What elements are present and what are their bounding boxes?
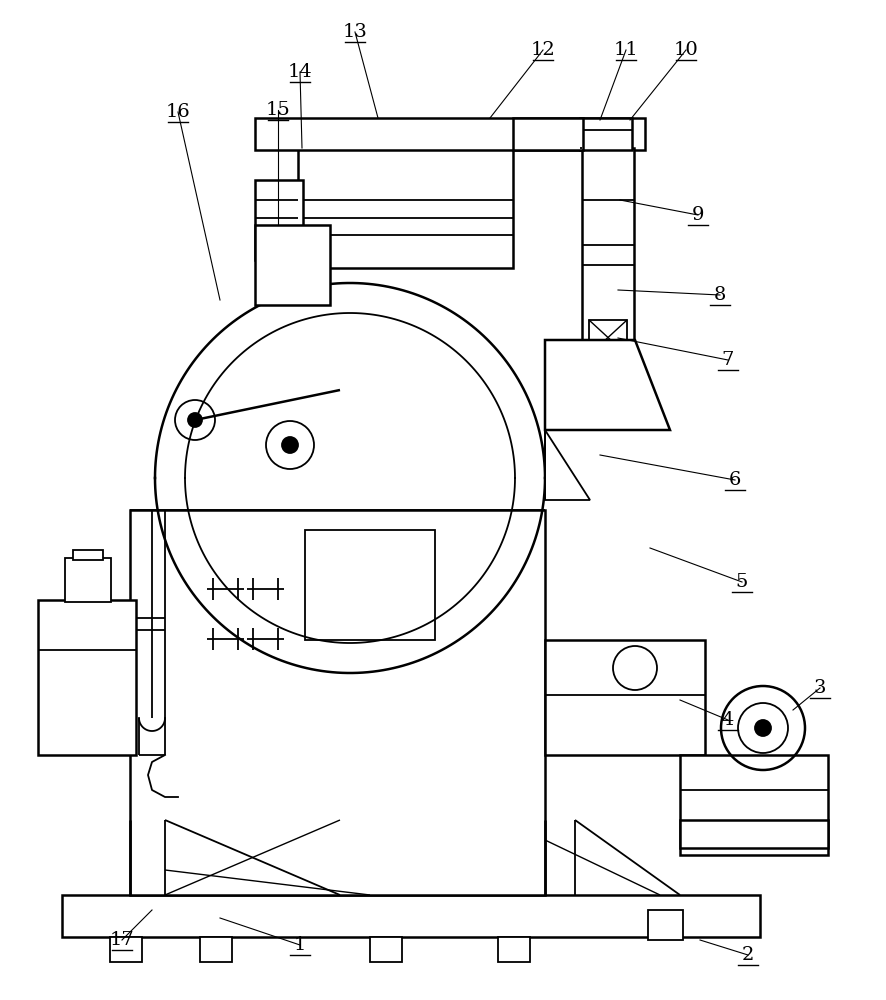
Bar xyxy=(254,180,303,260)
Bar xyxy=(680,755,827,855)
Bar xyxy=(581,148,633,343)
Bar xyxy=(579,118,632,150)
Bar xyxy=(254,225,330,305)
Text: 12: 12 xyxy=(530,41,555,59)
Text: 9: 9 xyxy=(691,206,703,224)
Text: 13: 13 xyxy=(342,23,367,41)
Text: 4: 4 xyxy=(721,711,734,729)
Circle shape xyxy=(754,720,770,736)
Bar xyxy=(62,895,759,937)
Bar xyxy=(680,820,827,848)
Bar xyxy=(110,937,142,962)
Bar xyxy=(588,320,626,355)
Bar xyxy=(65,558,111,602)
Bar xyxy=(305,530,434,640)
Bar xyxy=(298,148,512,268)
Text: 1: 1 xyxy=(293,936,306,954)
Polygon shape xyxy=(544,340,669,430)
Bar xyxy=(369,937,401,962)
Circle shape xyxy=(188,413,202,427)
Text: 15: 15 xyxy=(265,101,290,119)
Text: 3: 3 xyxy=(812,679,826,697)
Bar xyxy=(254,118,644,150)
Text: 17: 17 xyxy=(110,931,134,949)
Bar xyxy=(130,510,544,895)
Text: 5: 5 xyxy=(735,573,748,591)
Text: 6: 6 xyxy=(728,471,741,489)
Text: 11: 11 xyxy=(613,41,638,59)
Bar xyxy=(73,550,103,560)
Text: 2: 2 xyxy=(741,946,753,964)
Text: 8: 8 xyxy=(713,286,726,304)
Bar xyxy=(497,937,530,962)
Bar xyxy=(544,640,704,755)
Bar xyxy=(648,910,682,940)
Text: 10: 10 xyxy=(672,41,697,59)
Text: 14: 14 xyxy=(287,63,312,81)
Bar xyxy=(512,118,582,150)
Polygon shape xyxy=(544,430,589,500)
Text: 7: 7 xyxy=(721,351,734,369)
Bar xyxy=(199,937,232,962)
Text: 16: 16 xyxy=(166,103,190,121)
Circle shape xyxy=(282,437,298,453)
Bar xyxy=(38,600,136,755)
